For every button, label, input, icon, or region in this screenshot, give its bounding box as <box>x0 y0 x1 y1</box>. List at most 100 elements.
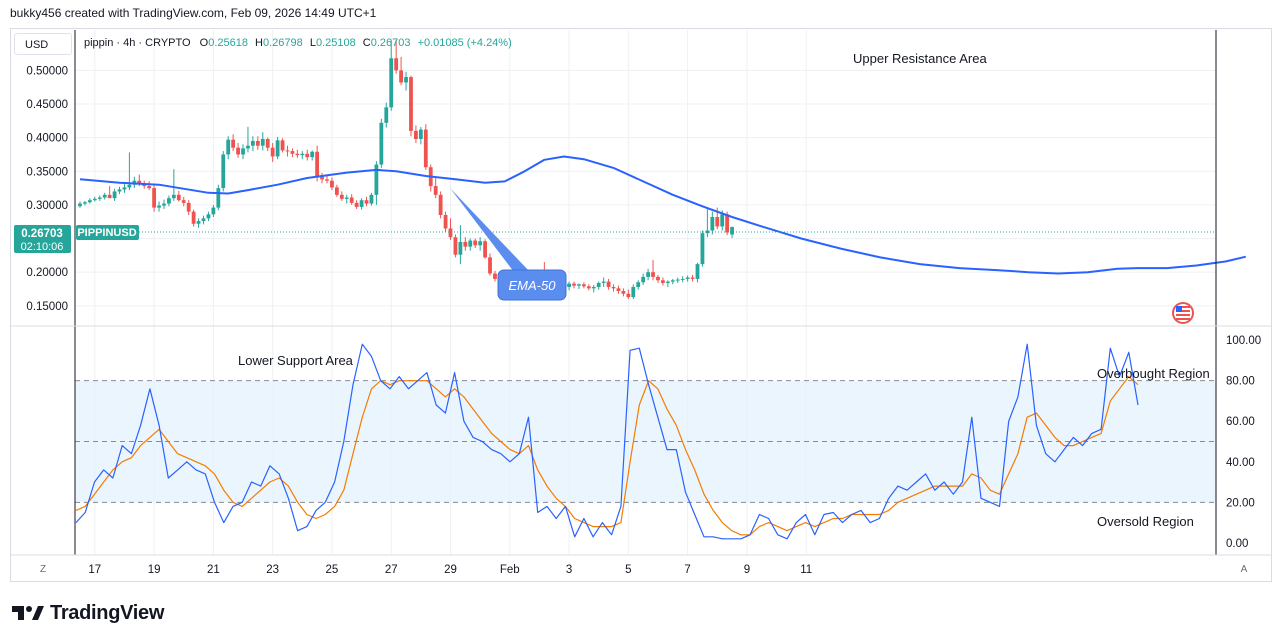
chart-frame <box>10 28 1272 582</box>
candle-body <box>275 140 280 157</box>
candle-body <box>670 280 675 282</box>
candle-body <box>478 241 483 246</box>
price-tick-label: 0.40000 <box>26 133 68 145</box>
high-value: 0.26798 <box>263 37 303 49</box>
x-tick-label: 27 <box>385 564 398 576</box>
ticker-tag-bg <box>76 225 139 240</box>
candle-body <box>483 241 487 258</box>
price-tick-label: 0.45000 <box>26 99 68 111</box>
rsi-lines <box>75 343 1139 540</box>
x-tick-label: 25 <box>326 564 339 576</box>
candle-body <box>685 277 690 279</box>
candle-body <box>167 198 171 204</box>
candle-body <box>680 278 685 280</box>
candle-body <box>344 197 349 199</box>
candle-body <box>201 218 206 222</box>
candle-body <box>646 272 650 277</box>
candle-body <box>216 188 221 208</box>
candle-body <box>354 202 359 207</box>
candle-body <box>438 194 443 215</box>
candle-body <box>320 176 324 180</box>
candle-body <box>112 191 117 199</box>
us-flag-icon[interactable] <box>1172 302 1194 324</box>
candle-body <box>468 240 473 247</box>
rsi-tick-label: 100.00 <box>1226 335 1261 347</box>
candles <box>78 40 734 300</box>
low-value: 0.25108 <box>316 37 356 49</box>
candle-body <box>448 228 453 238</box>
x-tick-label: 23 <box>266 564 279 576</box>
rsi-tick-label: 40.00 <box>1226 457 1255 469</box>
x-tick-label: 19 <box>148 564 161 576</box>
candle-body <box>572 283 576 286</box>
ema-line-group <box>79 155 1247 275</box>
candle-body <box>241 148 245 155</box>
candle-body <box>211 207 216 215</box>
candle-body <box>567 283 571 287</box>
candle-body <box>147 186 152 189</box>
x-tick-label: 3 <box>566 564 572 576</box>
candle-body <box>601 281 606 283</box>
ema-callout: EMA-50 <box>450 188 567 301</box>
rsi-band <box>75 380 1216 503</box>
candle-body <box>270 147 275 157</box>
low-label: L <box>310 37 316 49</box>
candle-body <box>162 203 166 206</box>
price-axis-labels: 0.500000.450000.400000.350000.300000.250… <box>26 65 68 312</box>
candle-body <box>596 282 601 287</box>
candle-body <box>690 277 695 279</box>
candle-body <box>251 141 255 146</box>
zoom-reset-button[interactable]: Z <box>39 564 47 575</box>
currency-label[interactable]: USD <box>14 33 72 55</box>
candle-body <box>117 189 122 192</box>
candle-body <box>142 184 147 187</box>
candle-body <box>586 286 591 289</box>
candle-body <box>127 184 132 188</box>
candle-body <box>463 241 468 247</box>
candle-body <box>374 164 379 195</box>
axes <box>10 30 1272 556</box>
rsi-axis-labels: 100.00 80.00 60.00 40.00 20.00 0.00 <box>1226 335 1261 550</box>
candle-body <box>433 186 438 195</box>
rsi-tick-label: 20.00 <box>1226 497 1255 509</box>
candle-body <box>221 154 226 189</box>
candle-body <box>700 233 705 265</box>
price-tick-label: 0.15000 <box>26 301 68 313</box>
candle-body <box>206 214 211 219</box>
price-tag-price: 0.26703 <box>21 228 63 240</box>
candle-body <box>349 197 354 203</box>
candle-body <box>379 122 384 165</box>
x-tick-label: Feb <box>500 564 520 576</box>
candle-body <box>695 264 700 279</box>
open-value: 0.25618 <box>208 37 248 49</box>
candle-body <box>107 194 112 199</box>
candle-body <box>665 281 670 283</box>
x-tick-label: 9 <box>744 564 750 576</box>
candle-body <box>661 280 665 283</box>
candle-body <box>315 151 320 177</box>
candle-body <box>631 286 636 298</box>
candle-body <box>78 203 82 207</box>
auto-scale-button[interactable]: A <box>1240 564 1248 575</box>
candle-body <box>92 198 97 201</box>
time-axis-labels: 17 19 21 23 25 27 29 Feb 3 5 7 9 11 <box>88 564 812 576</box>
x-tick-label: 17 <box>88 564 101 576</box>
candle-body <box>255 141 260 146</box>
candle-body <box>720 214 725 227</box>
price-tick-label: 0.30000 <box>26 200 68 212</box>
candle-body <box>152 188 156 208</box>
candle-body <box>265 138 270 148</box>
overbought-label: Overbought Region <box>1097 366 1210 381</box>
rsi-ma-line <box>75 376 1139 536</box>
candle-body <box>295 153 300 156</box>
candle-body <box>581 284 586 287</box>
footer-brand: TradingView <box>50 601 165 624</box>
ema-callout-pointer <box>450 188 530 272</box>
ema-50-line <box>79 155 1247 275</box>
upper-resistance-label: Upper Resistance Area <box>853 51 987 66</box>
footer-logo: TradingView <box>10 600 164 626</box>
candle-body <box>404 77 408 83</box>
candle-body <box>102 194 107 198</box>
x-tick-label: 21 <box>207 564 220 576</box>
